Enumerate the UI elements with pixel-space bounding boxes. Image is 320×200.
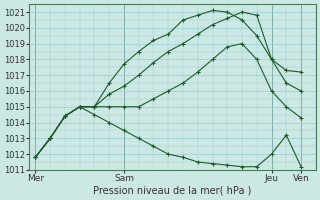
X-axis label: Pression niveau de la mer( hPa ): Pression niveau de la mer( hPa ) [93,186,252,196]
